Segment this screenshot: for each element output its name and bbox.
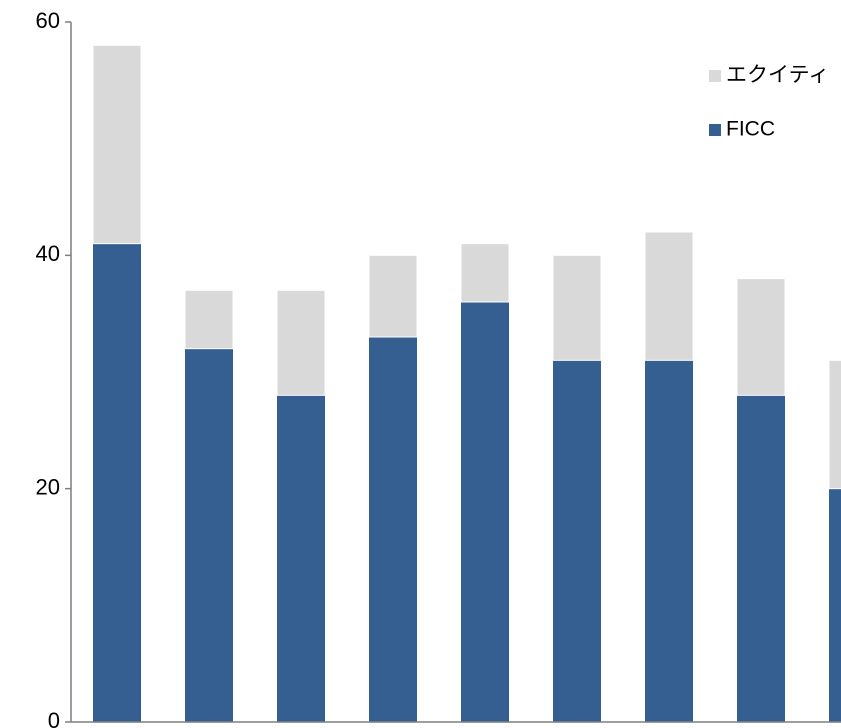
y-ticks-group: 0 20 40 60 [36,8,71,728]
bar-ficc-7 [645,360,693,722]
bar-equity-5 [460,243,510,303]
y-tick-label: 60 [36,8,60,33]
y-tick-label: 20 [36,474,60,499]
legend-swatch-equity [709,70,721,82]
y-tick-label: 0 [48,708,60,728]
bar-ficc-5 [461,302,509,722]
legend-label-equity: エクイティ [726,64,829,87]
bar-equity-8 [736,278,786,396]
bar-ficc-3 [277,395,325,722]
legend: エクイティ FICC [709,64,829,141]
bar-equity-4 [368,254,418,338]
bar-ficc-6 [553,360,601,722]
bar-equity-2 [184,289,234,350]
bar-equity-9 [828,359,841,490]
bar-ficc-9 [829,488,841,722]
legend-swatch-ficc [709,124,721,136]
y-tick-label: 40 [36,241,60,266]
bar-ficc-1 [93,243,141,722]
bar-equity-7 [644,231,694,361]
bars-group [92,44,841,722]
bar-equity-3 [276,289,326,396]
legend-label-ficc: FICC [726,118,775,141]
bar-ficc-4 [369,337,417,722]
bar-ficc-8 [737,395,785,722]
axes-group [70,22,841,723]
bar-equity-1 [92,44,142,245]
bar-ficc-2 [185,348,233,722]
bar-equity-6 [552,254,602,361]
